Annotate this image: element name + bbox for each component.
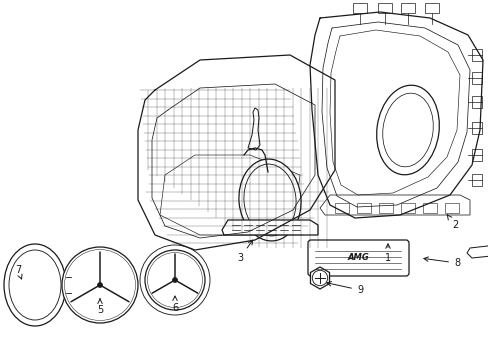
Text: AMG: AMG (346, 253, 368, 262)
Ellipse shape (145, 250, 204, 310)
Ellipse shape (376, 85, 438, 175)
Ellipse shape (244, 164, 296, 236)
Ellipse shape (4, 244, 66, 326)
Ellipse shape (239, 159, 301, 241)
FancyBboxPatch shape (307, 240, 408, 276)
Ellipse shape (97, 283, 102, 288)
Text: 1: 1 (384, 244, 390, 263)
Polygon shape (310, 267, 329, 289)
Bar (444, 203, 458, 213)
Polygon shape (319, 195, 469, 215)
Bar (471, 96, 481, 108)
Bar (424, 3, 438, 13)
Ellipse shape (312, 270, 327, 286)
Ellipse shape (9, 250, 61, 320)
Text: 9: 9 (326, 282, 362, 295)
Bar (400, 3, 414, 13)
Bar (334, 203, 348, 213)
Bar (352, 3, 366, 13)
Bar (471, 174, 481, 186)
Ellipse shape (140, 245, 209, 315)
Polygon shape (247, 108, 260, 150)
Bar (471, 122, 481, 134)
Bar (400, 203, 414, 213)
Bar (471, 72, 481, 84)
Text: 5: 5 (97, 299, 103, 315)
Ellipse shape (172, 278, 177, 283)
Text: 7: 7 (15, 265, 22, 279)
Text: 4: 4 (0, 359, 1, 360)
Bar (356, 203, 370, 213)
Polygon shape (222, 220, 317, 235)
Bar (471, 49, 481, 61)
Bar (422, 203, 436, 213)
Bar (471, 149, 481, 161)
Text: 3: 3 (237, 240, 252, 263)
Text: 8: 8 (423, 257, 459, 268)
Bar (378, 203, 392, 213)
Text: 6: 6 (172, 296, 178, 313)
Text: 2: 2 (447, 215, 457, 230)
Bar (377, 3, 391, 13)
Polygon shape (160, 155, 299, 235)
Polygon shape (466, 236, 488, 258)
Ellipse shape (62, 247, 138, 323)
